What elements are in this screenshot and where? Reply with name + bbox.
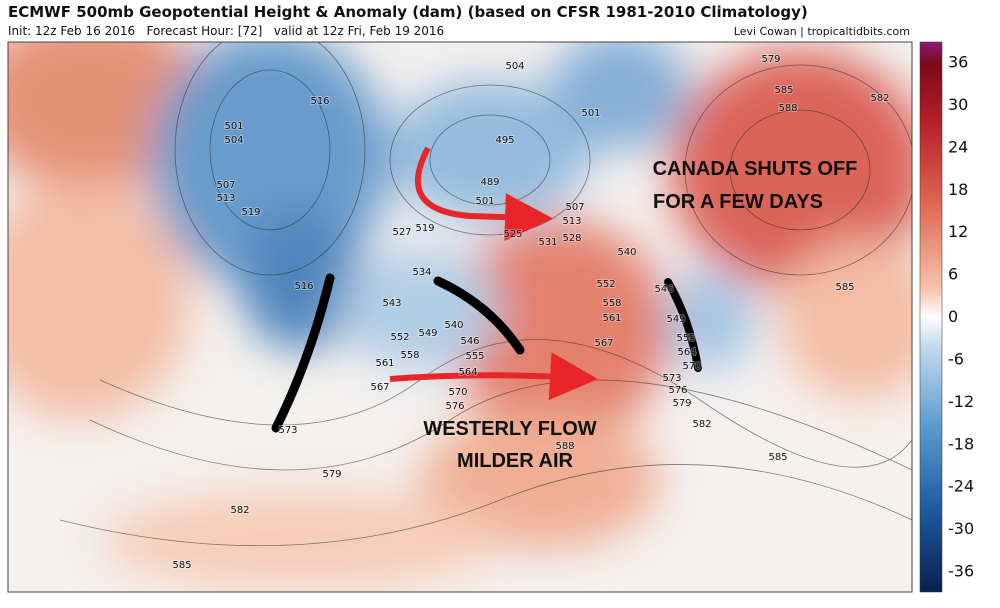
colorbar-tick-label: 18 xyxy=(948,180,968,199)
contour-label: 516 xyxy=(310,96,329,107)
contour-label: 567 xyxy=(370,382,389,393)
contour-label: 561 xyxy=(602,313,621,324)
colorbar-tick-label: -24 xyxy=(948,477,974,496)
contour-label: 549 xyxy=(666,314,685,325)
contour-label: 527 xyxy=(392,227,411,238)
contour-label: 501 xyxy=(581,108,600,119)
contour-label: 501 xyxy=(475,196,494,207)
contour-label: 519 xyxy=(415,223,434,234)
contour-label: 585 xyxy=(768,452,787,463)
contour-label: 546 xyxy=(460,336,479,347)
colorbar-tick-label: 24 xyxy=(948,137,968,156)
contour-label: 585 xyxy=(172,560,191,571)
contour-label: 570 xyxy=(448,387,467,398)
colorbar-tick-label: -36 xyxy=(948,562,974,581)
contour-label: 534 xyxy=(412,267,431,278)
map-frame xyxy=(7,41,913,593)
contour-label: 573 xyxy=(662,373,681,384)
contour-label: 519 xyxy=(241,207,260,218)
contour-label: 579 xyxy=(672,398,691,409)
map: 516 501 504 507 513 519 516 527 519 534 543 552 549 5… xyxy=(8,42,912,592)
colorbar-tick-label: -30 xyxy=(948,519,974,538)
colorbar-tick-label: 0 xyxy=(948,307,958,326)
contour-label: 489 xyxy=(480,177,499,188)
contour-label: 513 xyxy=(216,193,235,204)
colorbar-tick-label: -12 xyxy=(948,392,974,411)
colorbar-tick-label: -6 xyxy=(948,349,964,368)
subtitle: Init: 12z Feb 16 2016 Forecast Hour: [72… xyxy=(8,24,444,38)
contour-label: 558 xyxy=(400,350,419,361)
contour-label: 582 xyxy=(692,419,711,430)
contour-label: 525 xyxy=(503,229,522,240)
contour-label: 507 xyxy=(565,202,584,213)
contour-label: 549 xyxy=(418,328,437,339)
annotation: CANADA SHUTS OFF xyxy=(653,158,858,180)
contour-label: 555 xyxy=(676,333,695,344)
annotation: FOR A FEW DAYS xyxy=(653,191,823,213)
contour-label: 543 xyxy=(382,298,401,309)
contour-label: 579 xyxy=(322,469,341,480)
contour-label: 588 xyxy=(778,103,797,114)
contour-label: 555 xyxy=(465,351,484,362)
contour-label: 570 xyxy=(682,361,701,372)
contour-label: 552 xyxy=(390,332,409,343)
contour-label: 564 xyxy=(677,347,696,358)
contour-label: 561 xyxy=(375,358,394,369)
contour-label: 546 xyxy=(654,284,673,295)
contour-label: 540 xyxy=(444,320,463,331)
contour-label: 558 xyxy=(602,298,621,309)
colorbar xyxy=(919,41,943,593)
contour-label: 564 xyxy=(458,367,477,378)
colorbar-tick-label: 36 xyxy=(948,53,968,72)
contour-label: 516 xyxy=(294,281,313,292)
credit: Levi Cowan | tropicaltidbits.com xyxy=(734,25,910,38)
colorbar-tick-label: 12 xyxy=(948,222,968,241)
contour-label: 540 xyxy=(617,247,636,258)
contour-label: 504 xyxy=(224,135,243,146)
contour-label: 576 xyxy=(668,385,687,396)
contour-label: 588 xyxy=(555,441,574,452)
colorbar-tick-label: 6 xyxy=(948,265,958,284)
contour-labels: 516 501 504 507 513 519 516 527 519 534 543 552 549 5… xyxy=(171,53,890,572)
colorbar-ticks: 36 30 24 18 12 6 0 -6 -12 -18 -24 -30 -36 xyxy=(948,53,974,581)
contour-label: 513 xyxy=(562,216,581,227)
contour-label: 528 xyxy=(562,233,581,244)
contour-label: 507 xyxy=(216,180,235,191)
title: ECMWF 500mb Geopotential Height & Anomal… xyxy=(8,3,808,21)
contour-label: 582 xyxy=(870,93,889,104)
contour-label: 501 xyxy=(224,121,243,132)
contour-label: 567 xyxy=(594,338,613,349)
annotation: WESTERLY FLOW xyxy=(423,418,596,440)
contour-label: 579 xyxy=(761,54,780,65)
contour-label: 504 xyxy=(505,61,524,72)
contour-label: 585 xyxy=(774,85,793,96)
contour-label: 582 xyxy=(230,505,249,516)
contour-label: 531 xyxy=(538,237,557,248)
contour-label: 576 xyxy=(445,401,464,412)
colorbar-tick-label: 30 xyxy=(948,95,968,114)
contour-label: 573 xyxy=(278,425,297,436)
annotation: MILDER AIR xyxy=(457,450,573,472)
contour-label: 552 xyxy=(596,279,615,290)
contour-label: 495 xyxy=(495,135,514,146)
contour-label: 585 xyxy=(835,282,854,293)
colorbar-tick-label: -18 xyxy=(948,434,974,453)
